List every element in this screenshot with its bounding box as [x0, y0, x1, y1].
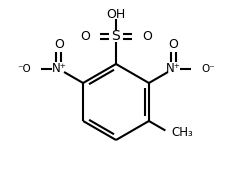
Text: O: O: [54, 38, 64, 52]
Text: N⁺: N⁺: [51, 62, 66, 76]
Text: N⁺: N⁺: [165, 62, 180, 76]
Text: O: O: [167, 38, 177, 52]
Text: O: O: [141, 30, 151, 42]
Text: CH₃: CH₃: [171, 126, 193, 140]
Text: O: O: [80, 30, 90, 42]
Text: OH: OH: [106, 7, 125, 21]
Text: O⁻: O⁻: [200, 64, 214, 74]
Text: ⁻O: ⁻O: [17, 64, 31, 74]
Text: S: S: [111, 29, 120, 43]
